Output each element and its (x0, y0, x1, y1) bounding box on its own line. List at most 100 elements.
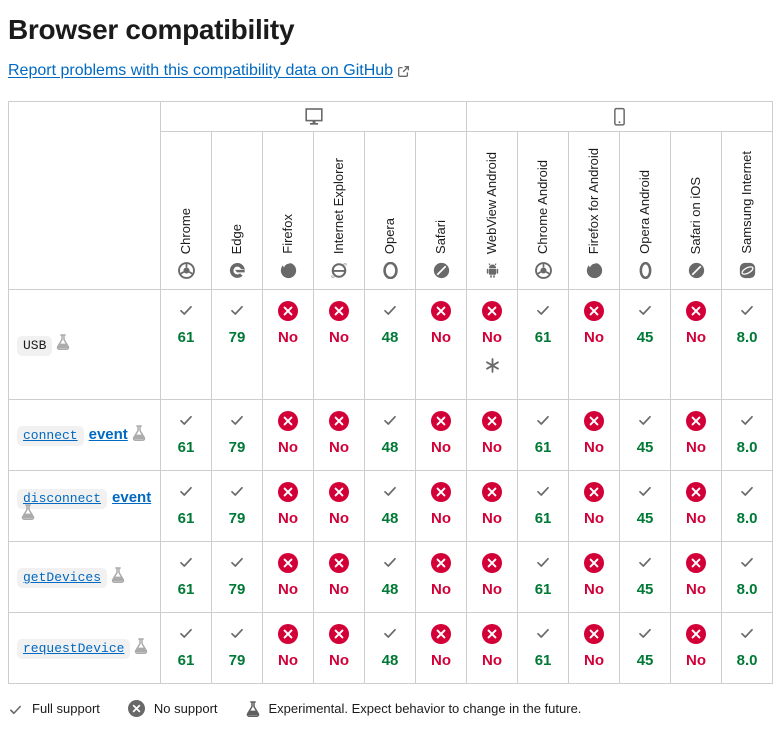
support-cell-USB-internet-explorer[interactable]: No (313, 289, 365, 400)
no-icon (671, 411, 721, 431)
support-value: 48 (381, 439, 399, 456)
support-cell-getDevices-edge[interactable]: 79 (211, 541, 263, 613)
support-cell-requestDevice-firefox[interactable]: No (262, 612, 314, 684)
support-cell-disconnect-firefox-for-android[interactable]: No (568, 470, 621, 542)
support-cell-getDevices-opera[interactable]: 48 (364, 541, 416, 613)
support-value: 45 (636, 510, 654, 527)
safari-icon (433, 262, 450, 280)
support-value: No (278, 652, 298, 669)
support-cell-getDevices-internet-explorer[interactable]: No (313, 541, 365, 613)
support-value: No (686, 329, 707, 346)
support-value: No (584, 510, 605, 527)
support-cell-USB-safari-on-ios[interactable]: No (670, 289, 723, 400)
support-cell-requestDevice-safari-on-ios[interactable]: No (670, 612, 723, 684)
feature-row-USB: USB 61 79 No No 48 No No 61 No 45 No 8.0 (8, 289, 774, 400)
check-icon (620, 553, 670, 573)
support-cell-disconnect-edge[interactable]: 79 (211, 470, 263, 542)
support-cell-connect-opera[interactable]: 48 (364, 399, 416, 471)
check-icon (722, 553, 772, 573)
support-cell-connect-webview-android[interactable]: No (466, 399, 519, 471)
feature-code: requestDevice (17, 639, 131, 660)
no-icon (671, 482, 721, 502)
support-cell-disconnect-webview-android[interactable]: No (466, 470, 519, 542)
support-cell-requestDevice-firefox-for-android[interactable]: No (568, 612, 621, 684)
support-cell-USB-opera-android[interactable]: 45 (619, 289, 672, 400)
feature-link-requestDevice[interactable]: requestDevice (17, 639, 131, 660)
feature-link-disconnect[interactable]: disconnect event (17, 488, 151, 509)
support-cell-connect-firefox-for-android[interactable]: No (568, 399, 621, 471)
check-icon (518, 411, 568, 431)
support-cell-disconnect-firefox[interactable]: No (262, 470, 314, 542)
support-cell-disconnect-samsung-internet[interactable]: 8.0 (721, 470, 774, 542)
support-cell-connect-safari[interactable]: No (414, 399, 468, 471)
support-cell-connect-safari-on-ios[interactable]: No (670, 399, 723, 471)
platform-row (8, 101, 774, 290)
support-cell-getDevices-samsung-internet[interactable]: 8.0 (721, 541, 774, 613)
browser-header-row: Chrome Edge Firefox Internet Explorer Opera S… (9, 131, 774, 290)
support-cell-requestDevice-webview-android[interactable]: No (466, 612, 519, 684)
support-cell-getDevices-safari[interactable]: No (414, 541, 468, 613)
support-cell-connect-chrome[interactable]: 61 (160, 399, 212, 471)
no-icon (314, 624, 364, 644)
support-value: No (431, 581, 452, 598)
support-cell-USB-chrome[interactable]: 61 (160, 289, 212, 400)
support-value: 79 (228, 439, 246, 456)
support-value: 61 (534, 439, 552, 456)
feature-cell: connect event (8, 399, 161, 471)
support-value: 8.0 (736, 329, 758, 346)
browser-header-firefox-for-android: Firefox for Android (568, 131, 621, 290)
support-cell-USB-webview-android[interactable]: No (466, 289, 519, 400)
support-cell-USB-edge[interactable]: 79 (211, 289, 263, 400)
support-cell-connect-edge[interactable]: 79 (211, 399, 263, 471)
support-cell-getDevices-opera-android[interactable]: 45 (619, 541, 672, 613)
support-value: 61 (177, 510, 195, 527)
support-cell-connect-samsung-internet[interactable]: 8.0 (721, 399, 774, 471)
browser-header-safari-on-ios: Safari on iOS (670, 131, 723, 290)
no-icon (569, 624, 619, 644)
support-cell-disconnect-safari[interactable]: No (414, 470, 468, 542)
check-icon (212, 482, 262, 502)
support-cell-requestDevice-internet-explorer[interactable]: No (313, 612, 365, 684)
support-value: No (482, 510, 503, 527)
support-cell-requestDevice-opera-android[interactable]: 45 (619, 612, 672, 684)
support-cell-connect-internet-explorer[interactable]: No (313, 399, 365, 471)
support-cell-connect-firefox[interactable]: No (262, 399, 314, 471)
support-cell-disconnect-internet-explorer[interactable]: No (313, 470, 365, 542)
support-cell-USB-firefox[interactable]: No (262, 289, 314, 400)
support-cell-getDevices-chrome[interactable]: 61 (160, 541, 212, 613)
check-icon (722, 482, 772, 502)
check-icon (161, 301, 211, 321)
support-cell-requestDevice-chrome[interactable]: 61 (160, 612, 212, 684)
feature-code: getDevices (17, 568, 108, 589)
support-cell-USB-opera[interactable]: 48 (364, 289, 416, 400)
support-cell-connect-chrome-android[interactable]: 61 (517, 399, 570, 471)
support-cell-requestDevice-opera[interactable]: 48 (364, 612, 416, 684)
support-cell-requestDevice-edge[interactable]: 79 (211, 612, 263, 684)
report-problems-link[interactable]: Report problems with this compatibility … (8, 62, 410, 79)
support-cell-getDevices-firefox[interactable]: No (262, 541, 314, 613)
support-cell-disconnect-opera[interactable]: 48 (364, 470, 416, 542)
support-cell-requestDevice-chrome-android[interactable]: 61 (517, 612, 570, 684)
no-icon (263, 624, 313, 644)
opera-icon (382, 262, 399, 280)
support-cell-USB-chrome-android[interactable]: 61 (517, 289, 570, 400)
support-cell-getDevices-safari-on-ios[interactable]: No (670, 541, 723, 613)
feature-link-getDevices[interactable]: getDevices (17, 568, 108, 589)
support-cell-getDevices-firefox-for-android[interactable]: No (568, 541, 621, 613)
browser-header-firefox: Firefox (262, 131, 314, 290)
support-cell-connect-opera-android[interactable]: 45 (619, 399, 672, 471)
support-cell-disconnect-safari-on-ios[interactable]: No (670, 470, 723, 542)
support-cell-USB-safari[interactable]: No (414, 289, 468, 400)
support-cell-requestDevice-safari[interactable]: No (414, 612, 468, 684)
support-cell-USB-samsung-internet[interactable]: 8.0 (721, 289, 774, 400)
support-value: 45 (636, 439, 654, 456)
support-cell-getDevices-webview-android[interactable]: No (466, 541, 519, 613)
support-cell-disconnect-chrome-android[interactable]: 61 (517, 470, 570, 542)
support-cell-getDevices-chrome-android[interactable]: 61 (517, 541, 570, 613)
feature-link-connect[interactable]: connect event (17, 426, 128, 447)
support-cell-disconnect-opera-android[interactable]: 45 (619, 470, 672, 542)
support-value: 8.0 (736, 439, 758, 456)
support-cell-USB-firefox-for-android[interactable]: No (568, 289, 621, 400)
support-cell-requestDevice-samsung-internet[interactable]: 8.0 (721, 612, 774, 684)
support-cell-disconnect-chrome[interactable]: 61 (160, 470, 212, 542)
